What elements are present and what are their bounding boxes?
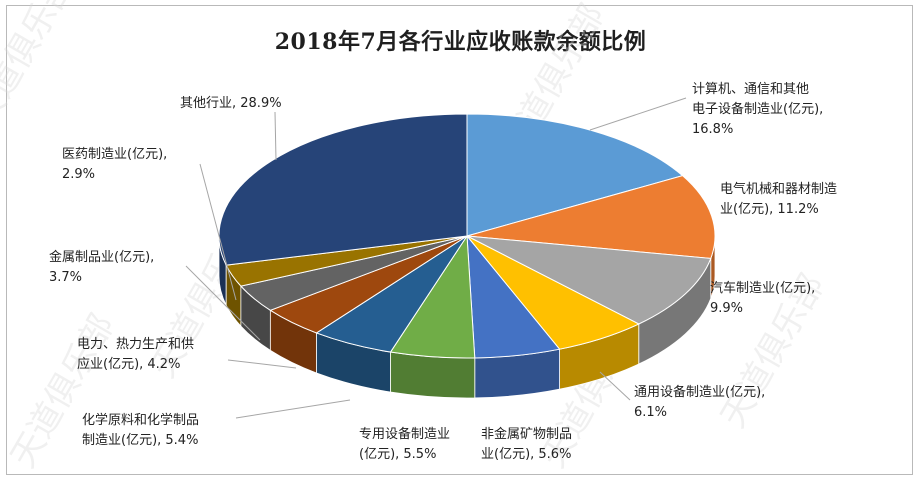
data-label: 通用设备制造业(亿元), 6.1% xyxy=(634,384,765,420)
leader-line xyxy=(589,97,687,131)
watermark-text: 天道俱乐部 xyxy=(3,307,123,474)
leader-line xyxy=(199,163,237,301)
data-label-line: 计算机、通信和其他 xyxy=(692,82,809,97)
data-label-line: 电子设备制造业(亿元), xyxy=(692,101,823,117)
data-label-line: (亿元), 5.5% xyxy=(359,447,436,462)
pie-slice xyxy=(466,175,716,259)
data-label: 非金属矿物制品业(亿元), 5.6% xyxy=(481,426,572,462)
data-label-line: 金属制品业(亿元), xyxy=(49,249,154,265)
data-label-line: 电力、热力生产和供 xyxy=(77,337,194,352)
leader-line xyxy=(599,371,631,401)
data-label: 专用设备制造业 (亿元), 5.5% xyxy=(359,426,450,462)
data-label-line: 电气机械和器材制造 xyxy=(720,181,837,197)
data-label-line: 其他行业, 28.9% xyxy=(180,96,282,111)
leader-line xyxy=(235,399,351,419)
data-label-line: 汽车制造业(亿元), xyxy=(710,280,815,296)
data-label-line: 3.7% xyxy=(49,270,82,285)
data-label-line: 制造业(亿元), 5.4% xyxy=(82,433,198,448)
pie-slice-side xyxy=(390,351,476,399)
data-label-line: 应业(亿元), 4.2% xyxy=(77,356,180,372)
data-label: 医药制造业(亿元), 2.9% xyxy=(62,147,167,182)
data-label-line: 业(亿元), 11.2% xyxy=(720,202,819,217)
pie-sides xyxy=(218,235,716,399)
data-label-line: 16.8% xyxy=(692,122,733,137)
data-label-line: 专用设备制造业 xyxy=(359,426,450,442)
data-label-line: 化学原料和化学制品 xyxy=(82,412,199,428)
leader-line xyxy=(274,111,277,161)
data-label: 其他行业, 28.9% xyxy=(180,96,282,111)
data-label-line: 2.9% xyxy=(62,167,95,182)
data-labels: 计算机、通信和其他电子设备制造业(亿元), 16.8%电气机械和器材制造业(亿元)… xyxy=(49,82,837,462)
data-label-line: 医药制造业(亿元), xyxy=(62,147,167,162)
data-label-line: 6.1% xyxy=(634,405,667,420)
data-label-line: 非金属矿物制品 xyxy=(481,426,572,442)
data-label: 金属制品业(亿元), 3.7% xyxy=(49,249,154,285)
data-label: 电力、热力生产和供应业(亿元), 4.2% xyxy=(77,337,194,372)
data-label: 计算机、通信和其他电子设备制造业(亿元), 16.8% xyxy=(692,82,823,137)
pie-slice xyxy=(466,113,684,237)
data-label: 化学原料和化学制品制造业(亿元), 5.4% xyxy=(82,412,199,448)
data-label-line: 通用设备制造业(亿元), xyxy=(634,384,765,400)
data-label-line: 9.9% xyxy=(710,301,743,316)
data-label: 汽车制造业(亿元), 9.9% xyxy=(710,280,815,316)
pie-tops xyxy=(218,113,716,359)
data-label-line: 业(亿元), 5.6% xyxy=(481,447,571,462)
leader-line xyxy=(227,359,297,369)
watermark-text: 天道俱乐部 xyxy=(0,0,83,135)
data-label: 电气机械和器材制造业(亿元), 11.2% xyxy=(720,181,837,217)
pie-slice xyxy=(466,235,712,325)
chart-title: 2018年7月各行业应收账款余额比例 xyxy=(274,29,647,55)
leader-line xyxy=(185,265,261,341)
